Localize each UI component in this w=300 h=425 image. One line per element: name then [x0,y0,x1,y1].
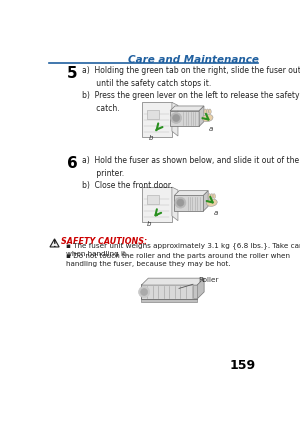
Polygon shape [203,191,208,211]
Text: 159: 159 [230,359,256,372]
Polygon shape [170,106,204,111]
Text: a)  Hold the fuser as shown below, and slide it out of the
      printer.
b)  Cl: a) Hold the fuser as shown below, and sl… [82,156,300,190]
Text: a: a [209,126,213,133]
Bar [174,196,203,211]
Bar [170,111,199,126]
Ellipse shape [211,194,213,198]
Circle shape [141,289,148,295]
Polygon shape [174,191,208,196]
Ellipse shape [204,109,206,114]
Text: a: a [213,210,218,216]
Text: b: b [147,221,151,227]
Bar [146,110,159,119]
Text: Care and Maintenance: Care and Maintenance [128,55,258,65]
Ellipse shape [209,109,211,114]
Text: ▪ The fuser unit weighs approximately 3.1 kg {6.8 lbs.}. Take care
when handling: ▪ The fuser unit weighs approximately 3.… [66,242,300,257]
Text: a)  Holding the green tab on the right, slide the fuser out
      until the safe: a) Holding the green tab on the right, s… [82,66,300,113]
Ellipse shape [208,194,211,198]
Bar [141,284,197,299]
Bar [142,187,172,222]
Circle shape [175,197,186,208]
Polygon shape [50,239,59,247]
Text: b: b [148,135,153,141]
Circle shape [139,286,150,298]
Bar [193,285,197,298]
Circle shape [171,113,182,123]
Ellipse shape [213,194,215,198]
Polygon shape [199,106,204,126]
Polygon shape [141,278,204,285]
Bar [146,195,159,204]
Polygon shape [172,102,178,136]
Circle shape [172,114,180,122]
Text: !: ! [53,240,56,249]
Circle shape [177,199,184,206]
Text: 5: 5 [67,66,78,82]
Ellipse shape [206,199,217,207]
Text: ▪ Do not touch the roller and the parts around the roller when
handling the fuse: ▪ Do not touch the roller and the parts … [66,253,290,267]
Ellipse shape [202,114,213,122]
Ellipse shape [206,109,209,114]
Bar [141,298,197,302]
Polygon shape [172,187,178,221]
Text: 6: 6 [67,156,78,172]
Text: SAFETY CAUTIONS:: SAFETY CAUTIONS: [61,237,147,246]
Bar [142,102,172,137]
Polygon shape [197,278,204,299]
Text: Roller: Roller [179,277,219,289]
